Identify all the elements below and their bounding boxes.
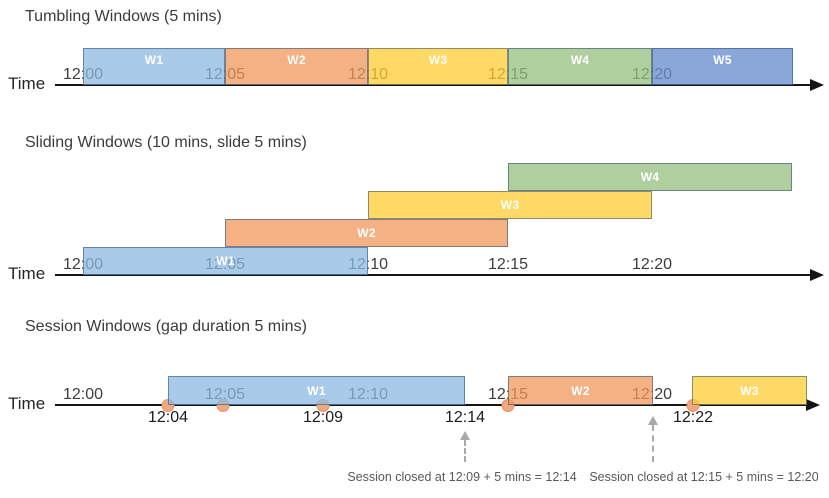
window-tumbling-w3: W3 bbox=[368, 48, 508, 85]
window-label: W4 bbox=[640, 170, 660, 184]
axis-arrow-icon bbox=[806, 399, 820, 411]
dashed-arrow-head-icon bbox=[648, 416, 658, 425]
window-label: W5 bbox=[713, 53, 732, 67]
session-close-annotation: Session closed at 12:09 + 5 mins = 12:14 bbox=[347, 470, 577, 484]
tick-label: 12:00 bbox=[62, 386, 104, 403]
window-session-w1: W1 bbox=[168, 376, 465, 405]
axis-line bbox=[55, 404, 808, 406]
event-time-label: 12:14 bbox=[444, 409, 486, 426]
tick-label: 12:20 bbox=[631, 256, 673, 273]
window-sliding-w1: W1 bbox=[83, 247, 368, 275]
event-time-label: 12:09 bbox=[302, 409, 344, 426]
window-tumbling-w2: W2 bbox=[225, 48, 368, 85]
section-title-session: Session Windows (gap duration 5 mins) bbox=[25, 318, 307, 335]
window-label: W1 bbox=[307, 383, 326, 398]
window-label: W1 bbox=[144, 53, 164, 67]
axis-line bbox=[55, 84, 812, 86]
window-tumbling-w4: W4 bbox=[508, 48, 652, 85]
time-axis-label: Time bbox=[8, 264, 46, 283]
window-label: W2 bbox=[287, 53, 306, 67]
session-close-annotation: Session closed at 12:15 + 5 mins = 12:20 bbox=[589, 470, 819, 484]
dashed-arrow-head-icon bbox=[460, 431, 470, 440]
window-tumbling-w1: W1 bbox=[83, 48, 225, 85]
window-session-w3: W3 bbox=[692, 376, 807, 405]
window-label: W3 bbox=[740, 383, 759, 398]
section-title-sliding: Sliding Windows (10 mins, slide 5 mins) bbox=[25, 134, 307, 151]
axis-arrow-icon bbox=[810, 79, 824, 91]
event-time-label: 12:04 bbox=[147, 409, 189, 426]
time-axis-label: Time bbox=[8, 74, 46, 93]
window-label: W3 bbox=[428, 53, 448, 67]
window-label: W3 bbox=[500, 198, 520, 212]
window-sliding-w2: W2 bbox=[225, 219, 508, 247]
window-session-w2: W2 bbox=[508, 376, 653, 405]
tick-label: 12:15 bbox=[487, 256, 529, 273]
axis-arrow-icon bbox=[810, 269, 824, 281]
time-axis-label: Time bbox=[8, 394, 46, 413]
window-label: W4 bbox=[570, 53, 590, 67]
section-title-tumbling: Tumbling Windows (5 mins) bbox=[25, 8, 222, 25]
window-label: W2 bbox=[357, 226, 376, 240]
window-sliding-w4: W4 bbox=[508, 163, 792, 191]
dashed-arrow bbox=[652, 425, 654, 462]
event-time-label: 12:22 bbox=[672, 409, 714, 426]
window-label: W2 bbox=[571, 383, 590, 398]
window-tumbling-w5: W5 bbox=[652, 48, 793, 85]
window-sliding-w3: W3 bbox=[368, 191, 652, 219]
dashed-arrow bbox=[464, 440, 466, 462]
window-label: W1 bbox=[216, 254, 235, 268]
axis-line bbox=[55, 274, 812, 276]
